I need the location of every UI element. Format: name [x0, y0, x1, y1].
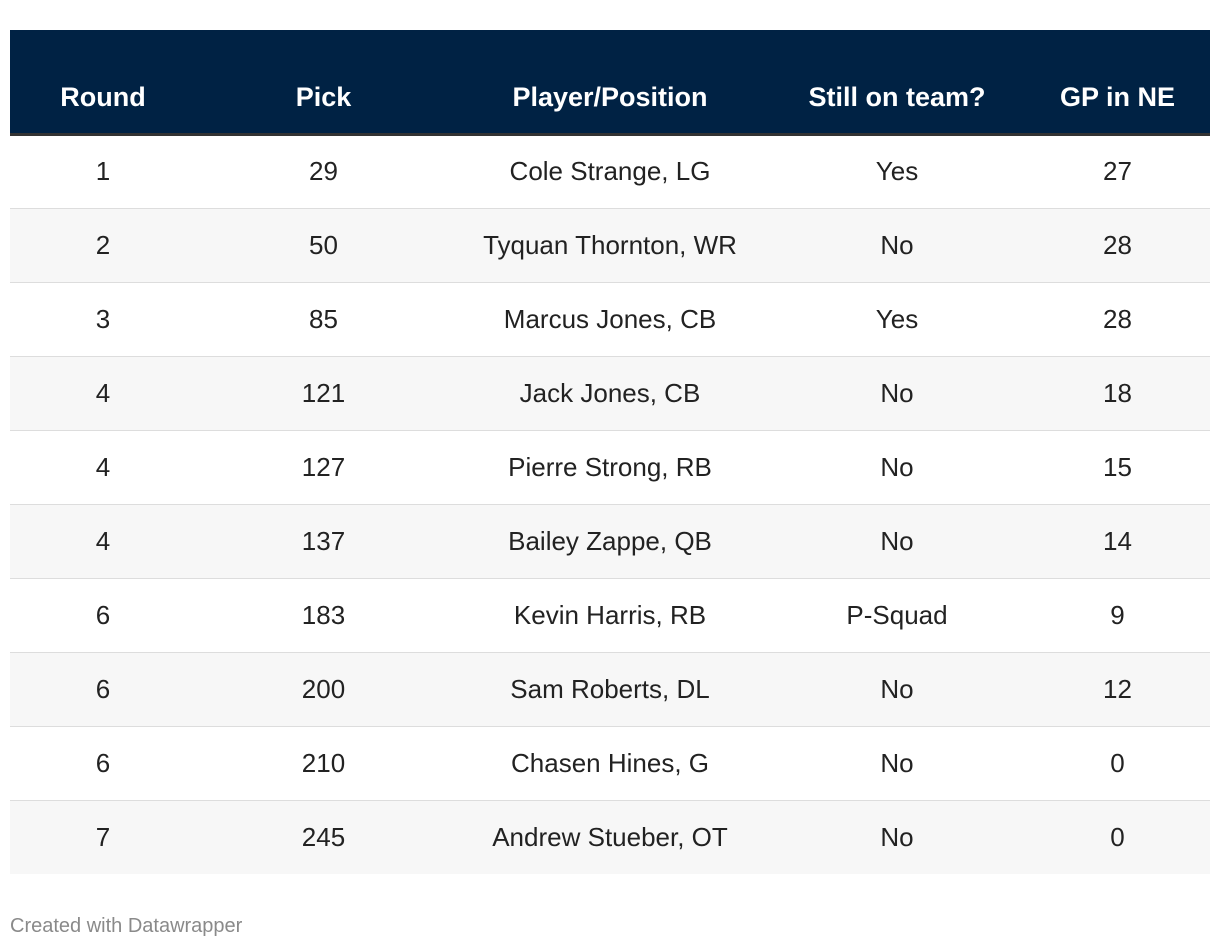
draft-picks-table: Round Pick Player/Position Still on team… [10, 30, 1210, 874]
cell-round: 1 [10, 134, 196, 209]
cell-still-on-team: Yes [769, 282, 1025, 357]
cell-gp-in-ne: 0 [1025, 800, 1210, 874]
header-row: Round Pick Player/Position Still on team… [10, 30, 1210, 136]
cell-round: 6 [10, 578, 196, 653]
cell-gp-in-ne: 12 [1025, 652, 1210, 727]
cell-round: 7 [10, 800, 196, 874]
cell-still-on-team: Yes [769, 134, 1025, 209]
cell-player-position: Tyquan Thornton, WR [451, 208, 769, 283]
cell-player-position: Sam Roberts, DL [451, 652, 769, 727]
header-gp-in-ne[interactable]: GP in NE [1025, 30, 1210, 136]
cell-still-on-team: No [769, 430, 1025, 505]
cell-pick: 183 [196, 578, 451, 653]
cell-still-on-team: No [769, 652, 1025, 727]
table-row: 3 85 Marcus Jones, CB Yes 28 [10, 282, 1210, 357]
cell-pick: 137 [196, 504, 451, 579]
cell-gp-in-ne: 14 [1025, 504, 1210, 579]
cell-player-position: Andrew Stueber, OT [451, 800, 769, 874]
table-header: Round Pick Player/Position Still on team… [10, 30, 1210, 136]
cell-still-on-team: No [769, 726, 1025, 801]
header-player-position[interactable]: Player/Position [451, 30, 769, 136]
table-row: 4 127 Pierre Strong, RB No 15 [10, 430, 1210, 505]
cell-gp-in-ne: 9 [1025, 578, 1210, 653]
cell-round: 2 [10, 208, 196, 283]
cell-pick: 127 [196, 430, 451, 505]
cell-round: 4 [10, 356, 196, 431]
cell-pick: 200 [196, 652, 451, 727]
cell-pick: 245 [196, 800, 451, 874]
cell-gp-in-ne: 18 [1025, 356, 1210, 431]
header-still-on-team[interactable]: Still on team? [769, 30, 1025, 136]
cell-round: 6 [10, 726, 196, 801]
datawrapper-credit[interactable]: Created with Datawrapper [10, 915, 243, 937]
cell-player-position: Kevin Harris, RB [451, 578, 769, 653]
header-pick[interactable]: Pick [196, 30, 451, 136]
table-row: 6 200 Sam Roberts, DL No 12 [10, 652, 1210, 727]
cell-player-position: Jack Jones, CB [451, 356, 769, 431]
table-row: 7 245 Andrew Stueber, OT No 0 [10, 800, 1210, 874]
cell-round: 6 [10, 652, 196, 727]
cell-player-position: Marcus Jones, CB [451, 282, 769, 357]
table-row: 1 29 Cole Strange, LG Yes 27 [10, 134, 1210, 209]
cell-player-position: Bailey Zappe, QB [451, 504, 769, 579]
table-row: 6 183 Kevin Harris, RB P-Squad 9 [10, 578, 1210, 653]
cell-still-on-team: No [769, 356, 1025, 431]
cell-pick: 29 [196, 134, 451, 209]
cell-player-position: Chasen Hines, G [451, 726, 769, 801]
cell-gp-in-ne: 28 [1025, 208, 1210, 283]
cell-gp-in-ne: 0 [1025, 726, 1210, 801]
cell-still-on-team: No [769, 800, 1025, 874]
cell-still-on-team: No [769, 504, 1025, 579]
cell-round: 4 [10, 504, 196, 579]
cell-gp-in-ne: 28 [1025, 282, 1210, 357]
cell-pick: 121 [196, 356, 451, 431]
cell-round: 3 [10, 282, 196, 357]
table-row: 2 50 Tyquan Thornton, WR No 28 [10, 208, 1210, 283]
cell-round: 4 [10, 430, 196, 505]
table-body: 1 29 Cole Strange, LG Yes 27 2 50 Tyquan… [10, 134, 1210, 874]
header-round[interactable]: Round [10, 30, 196, 136]
draft-table-container: Round Pick Player/Position Still on team… [10, 30, 1210, 874]
cell-player-position: Cole Strange, LG [451, 134, 769, 209]
cell-pick: 210 [196, 726, 451, 801]
table-row: 4 121 Jack Jones, CB No 18 [10, 356, 1210, 431]
cell-gp-in-ne: 15 [1025, 430, 1210, 505]
cell-gp-in-ne: 27 [1025, 134, 1210, 209]
cell-player-position: Pierre Strong, RB [451, 430, 769, 505]
table-row: 6 210 Chasen Hines, G No 0 [10, 726, 1210, 801]
cell-still-on-team: No [769, 208, 1025, 283]
cell-pick: 85 [196, 282, 451, 357]
cell-still-on-team: P-Squad [769, 578, 1025, 653]
table-row: 4 137 Bailey Zappe, QB No 14 [10, 504, 1210, 579]
cell-pick: 50 [196, 208, 451, 283]
